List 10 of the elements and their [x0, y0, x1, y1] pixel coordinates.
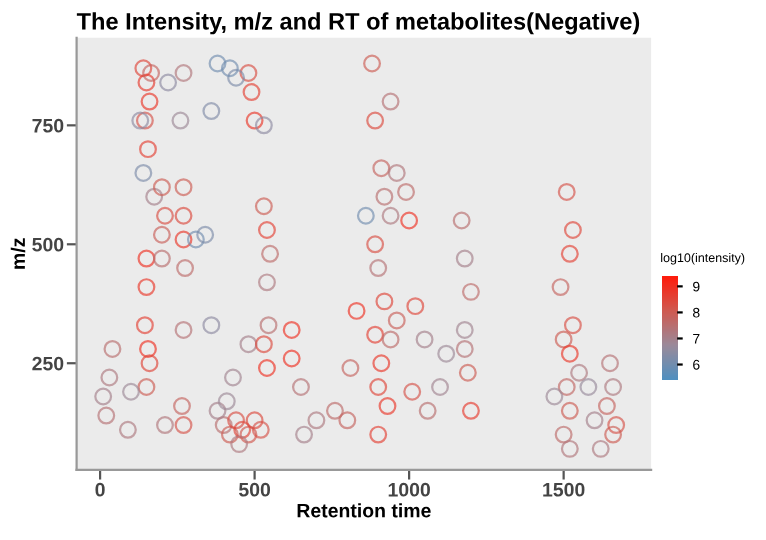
y-tick-label: 500: [32, 237, 64, 252]
x-axis-title: Retention time: [297, 503, 431, 518]
y-tick-label: 750: [32, 118, 64, 133]
x-tick-label: 1000: [388, 482, 430, 497]
x-tick-label: 0: [95, 482, 105, 497]
x-tick-label: 500: [238, 482, 271, 497]
chart-title: The Intensity, m/z and RT of metabolites(Negative): [76, 12, 640, 35]
y-tick-label: 250: [32, 356, 64, 371]
x-tick-label: 1500: [543, 482, 585, 497]
y-axis-title: m/z: [10, 238, 26, 269]
